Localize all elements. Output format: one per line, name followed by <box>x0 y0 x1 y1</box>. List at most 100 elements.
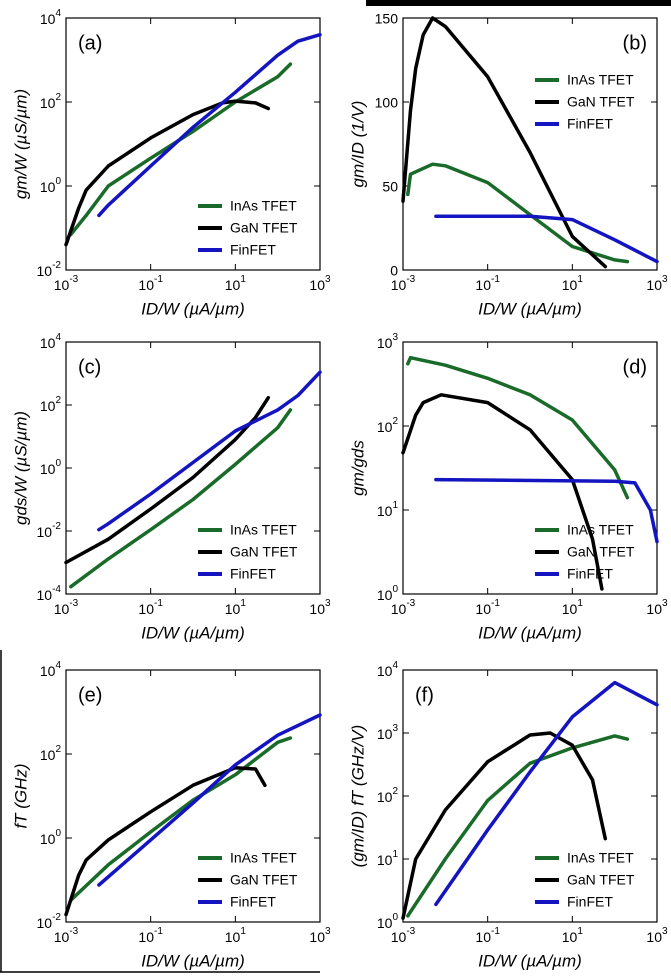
series-line <box>401 731 608 920</box>
series-line <box>97 713 322 887</box>
top-bar <box>366 0 671 6</box>
y-tick-label: 100 <box>377 912 399 931</box>
plot-frame <box>402 17 658 271</box>
x-tick-label: 101 <box>562 926 584 945</box>
y-tick-label: 103 <box>377 723 399 742</box>
y-tick-label: 104 <box>40 332 62 351</box>
x-tick-label: 103 <box>646 274 668 293</box>
x-axis-label: ID/W (µA/µm) <box>141 299 245 318</box>
panel-label: (f) <box>415 684 434 706</box>
series-line <box>406 162 630 264</box>
x-tick-label: 103 <box>646 926 668 945</box>
y-tick-label: 104 <box>40 8 62 27</box>
y-tick-label: 102 <box>377 416 399 435</box>
series-line <box>434 477 659 544</box>
plot-frame <box>65 17 321 271</box>
y-axis-label: gm/gds <box>348 440 367 496</box>
y-axis-label: gm/ID (1/V) <box>348 101 367 188</box>
series-line <box>434 680 659 907</box>
legend-label: InAs TFET <box>230 198 297 214</box>
x-tick-label: 10-1 <box>475 598 500 617</box>
x-tick-label: 101 <box>225 598 247 617</box>
y-tick-label: 104 <box>377 660 399 679</box>
y-axis-label: gm/W (µS/µm) <box>11 89 30 199</box>
legend-label: InAs TFET <box>230 522 297 538</box>
y-tick-label: 100 <box>377 584 399 603</box>
x-tick-label: 10-1 <box>475 274 500 293</box>
x-tick-label: 101 <box>225 926 247 945</box>
y-tick-label: 104 <box>40 660 62 679</box>
y-tick-label: 100 <box>40 828 62 847</box>
x-tick-label: 101 <box>225 274 247 293</box>
panel-label: (d) <box>623 356 647 378</box>
x-tick-label: 10-3 <box>391 274 416 293</box>
x-axis-label: ID/W (µA/µm) <box>478 623 582 642</box>
x-tick-label: 101 <box>562 274 584 293</box>
series-line <box>69 736 293 902</box>
y-tick-label: 101 <box>377 500 399 519</box>
legend-label: FinFET <box>230 894 276 910</box>
panel: 10-3 10-1 101 103 0 50 100 150 ID/W (µA/µm) gm/ID… <box>348 11 668 319</box>
y-tick-label: 102 <box>377 786 399 805</box>
y-tick-label: 102 <box>40 395 62 414</box>
y-tick-label: 10-2 <box>37 912 62 931</box>
y-tick-label: 10-4 <box>37 584 62 603</box>
series-line <box>97 32 322 218</box>
legend-label: FinFET <box>567 894 613 910</box>
plot-frame <box>402 341 658 595</box>
y-tick-label: 0 <box>390 263 398 279</box>
x-tick-label: 10-1 <box>138 274 163 293</box>
y-tick-label: 101 <box>377 849 399 868</box>
legend-label: GaN TFET <box>230 220 298 236</box>
legend-label: FinFET <box>567 116 613 132</box>
panel: 10-3 10-1 101 103 100 101 102 103 104 ID/W (µA/µm… <box>348 660 668 971</box>
legend-label: FinFET <box>230 566 276 582</box>
x-tick-label: 103 <box>309 274 331 293</box>
x-tick-label: 103 <box>309 598 331 617</box>
x-tick-label: 10-1 <box>138 598 163 617</box>
panel: 10-3 10-1 101 103 10-4 10-2 100 102 104 ID/W (µA/… <box>11 332 331 643</box>
series-line <box>64 99 271 247</box>
x-tick-label: 10-3 <box>54 598 79 617</box>
x-tick-label: 10-3 <box>54 274 79 293</box>
panel-label: (c) <box>78 356 101 378</box>
panel-label: (b) <box>623 32 647 54</box>
y-tick-label: 10-2 <box>37 521 62 540</box>
x-tick-label: 10-3 <box>54 926 79 945</box>
legend-label: GaN TFET <box>230 872 298 888</box>
x-tick-label: 103 <box>309 926 331 945</box>
legend-label: InAs TFET <box>567 522 634 538</box>
y-tick-label: 10-2 <box>37 260 62 279</box>
y-tick-label: 102 <box>40 744 62 763</box>
x-axis-label: ID/W (µA/µm) <box>141 623 245 642</box>
series-line <box>401 16 608 269</box>
y-tick-label: 150 <box>375 11 399 27</box>
legend-label: FinFET <box>230 242 276 258</box>
legend-label: GaN TFET <box>230 544 298 560</box>
y-tick-label: 100 <box>40 176 62 195</box>
legend-label: InAs TFET <box>567 72 634 88</box>
panel: 10-3 10-1 101 103 10-2 100 102 104 ID/W (µA/µm) f… <box>11 660 331 971</box>
x-axis-label: ID/W (µA/µm) <box>478 299 582 318</box>
series-line <box>401 393 604 591</box>
y-axis-label: (gm/ID) fT (GHz/V) <box>348 725 367 868</box>
series-line <box>97 370 322 532</box>
series-line <box>406 355 630 500</box>
y-tick-label: 102 <box>40 92 62 111</box>
series-line <box>406 734 630 918</box>
y-tick-label: 103 <box>377 332 399 351</box>
panel-label: (a) <box>78 32 102 54</box>
legend-label: GaN TFET <box>567 94 635 110</box>
x-tick-label: 101 <box>562 598 584 617</box>
panel-label: (e) <box>78 684 102 706</box>
y-axis-label: fT (GHz) <box>11 763 30 828</box>
series-line <box>64 395 271 565</box>
x-tick-label: 10-1 <box>138 926 163 945</box>
x-axis-label: ID/W (µA/µm) <box>478 951 582 970</box>
panel: 10-3 10-1 101 103 10-2 100 102 104 ID/W (µA/µm) g… <box>11 8 331 319</box>
legend-label: InAs TFET <box>230 850 297 866</box>
y-tick-label: 100 <box>40 458 62 477</box>
x-axis-label: ID/W (µA/µm) <box>141 951 245 970</box>
y-tick-label: 100 <box>375 95 399 111</box>
